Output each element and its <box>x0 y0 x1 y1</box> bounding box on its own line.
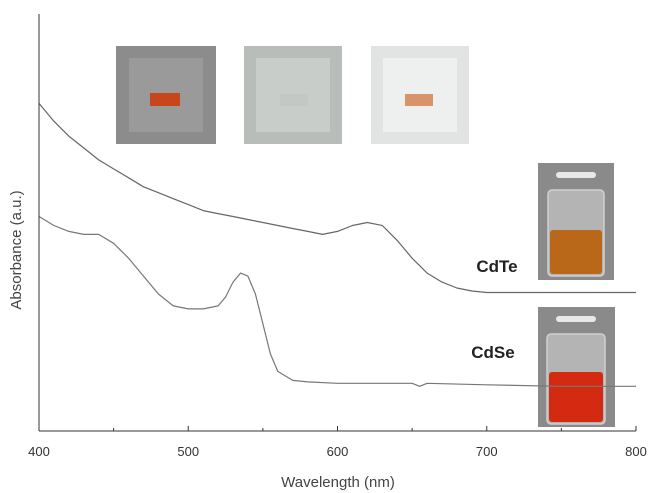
film-photo-2-patch <box>280 94 308 106</box>
x-tick-label-800: 800 <box>625 444 647 459</box>
x-tick-label-600: 600 <box>327 444 349 459</box>
curves-layer <box>38 103 636 387</box>
sample-photos <box>116 46 615 427</box>
x-tick-label-400: 400 <box>28 444 50 459</box>
series-label-cdte: CdTe <box>476 257 517 276</box>
series-line-cdse <box>38 215 636 387</box>
cdte-vial-photo <box>538 163 614 280</box>
y-axis-title: Absorbance (a.u.) <box>8 190 25 309</box>
cdse-vial-photo <box>538 307 615 427</box>
cdte-vial-liquid <box>550 230 602 274</box>
x-tick-label-700: 700 <box>476 444 498 459</box>
cdse-vial-cap <box>556 316 596 322</box>
x-tick-label-500: 500 <box>177 444 199 459</box>
film-photo-3 <box>371 46 469 144</box>
series-line-cdte <box>38 103 636 294</box>
film-photo-1 <box>116 46 216 144</box>
series-label-cdse: CdSe <box>471 343 514 362</box>
x-axis-title: Wavelength (nm) <box>281 474 395 491</box>
film-photo-1-patch <box>150 93 180 106</box>
x-ticks: 400 500 600 700 800 <box>28 426 647 459</box>
cdte-vial-cap <box>556 172 596 178</box>
cdse-vial-liquid <box>549 372 603 422</box>
film-photo-2 <box>244 46 342 144</box>
film-photo-3-patch <box>405 94 433 106</box>
